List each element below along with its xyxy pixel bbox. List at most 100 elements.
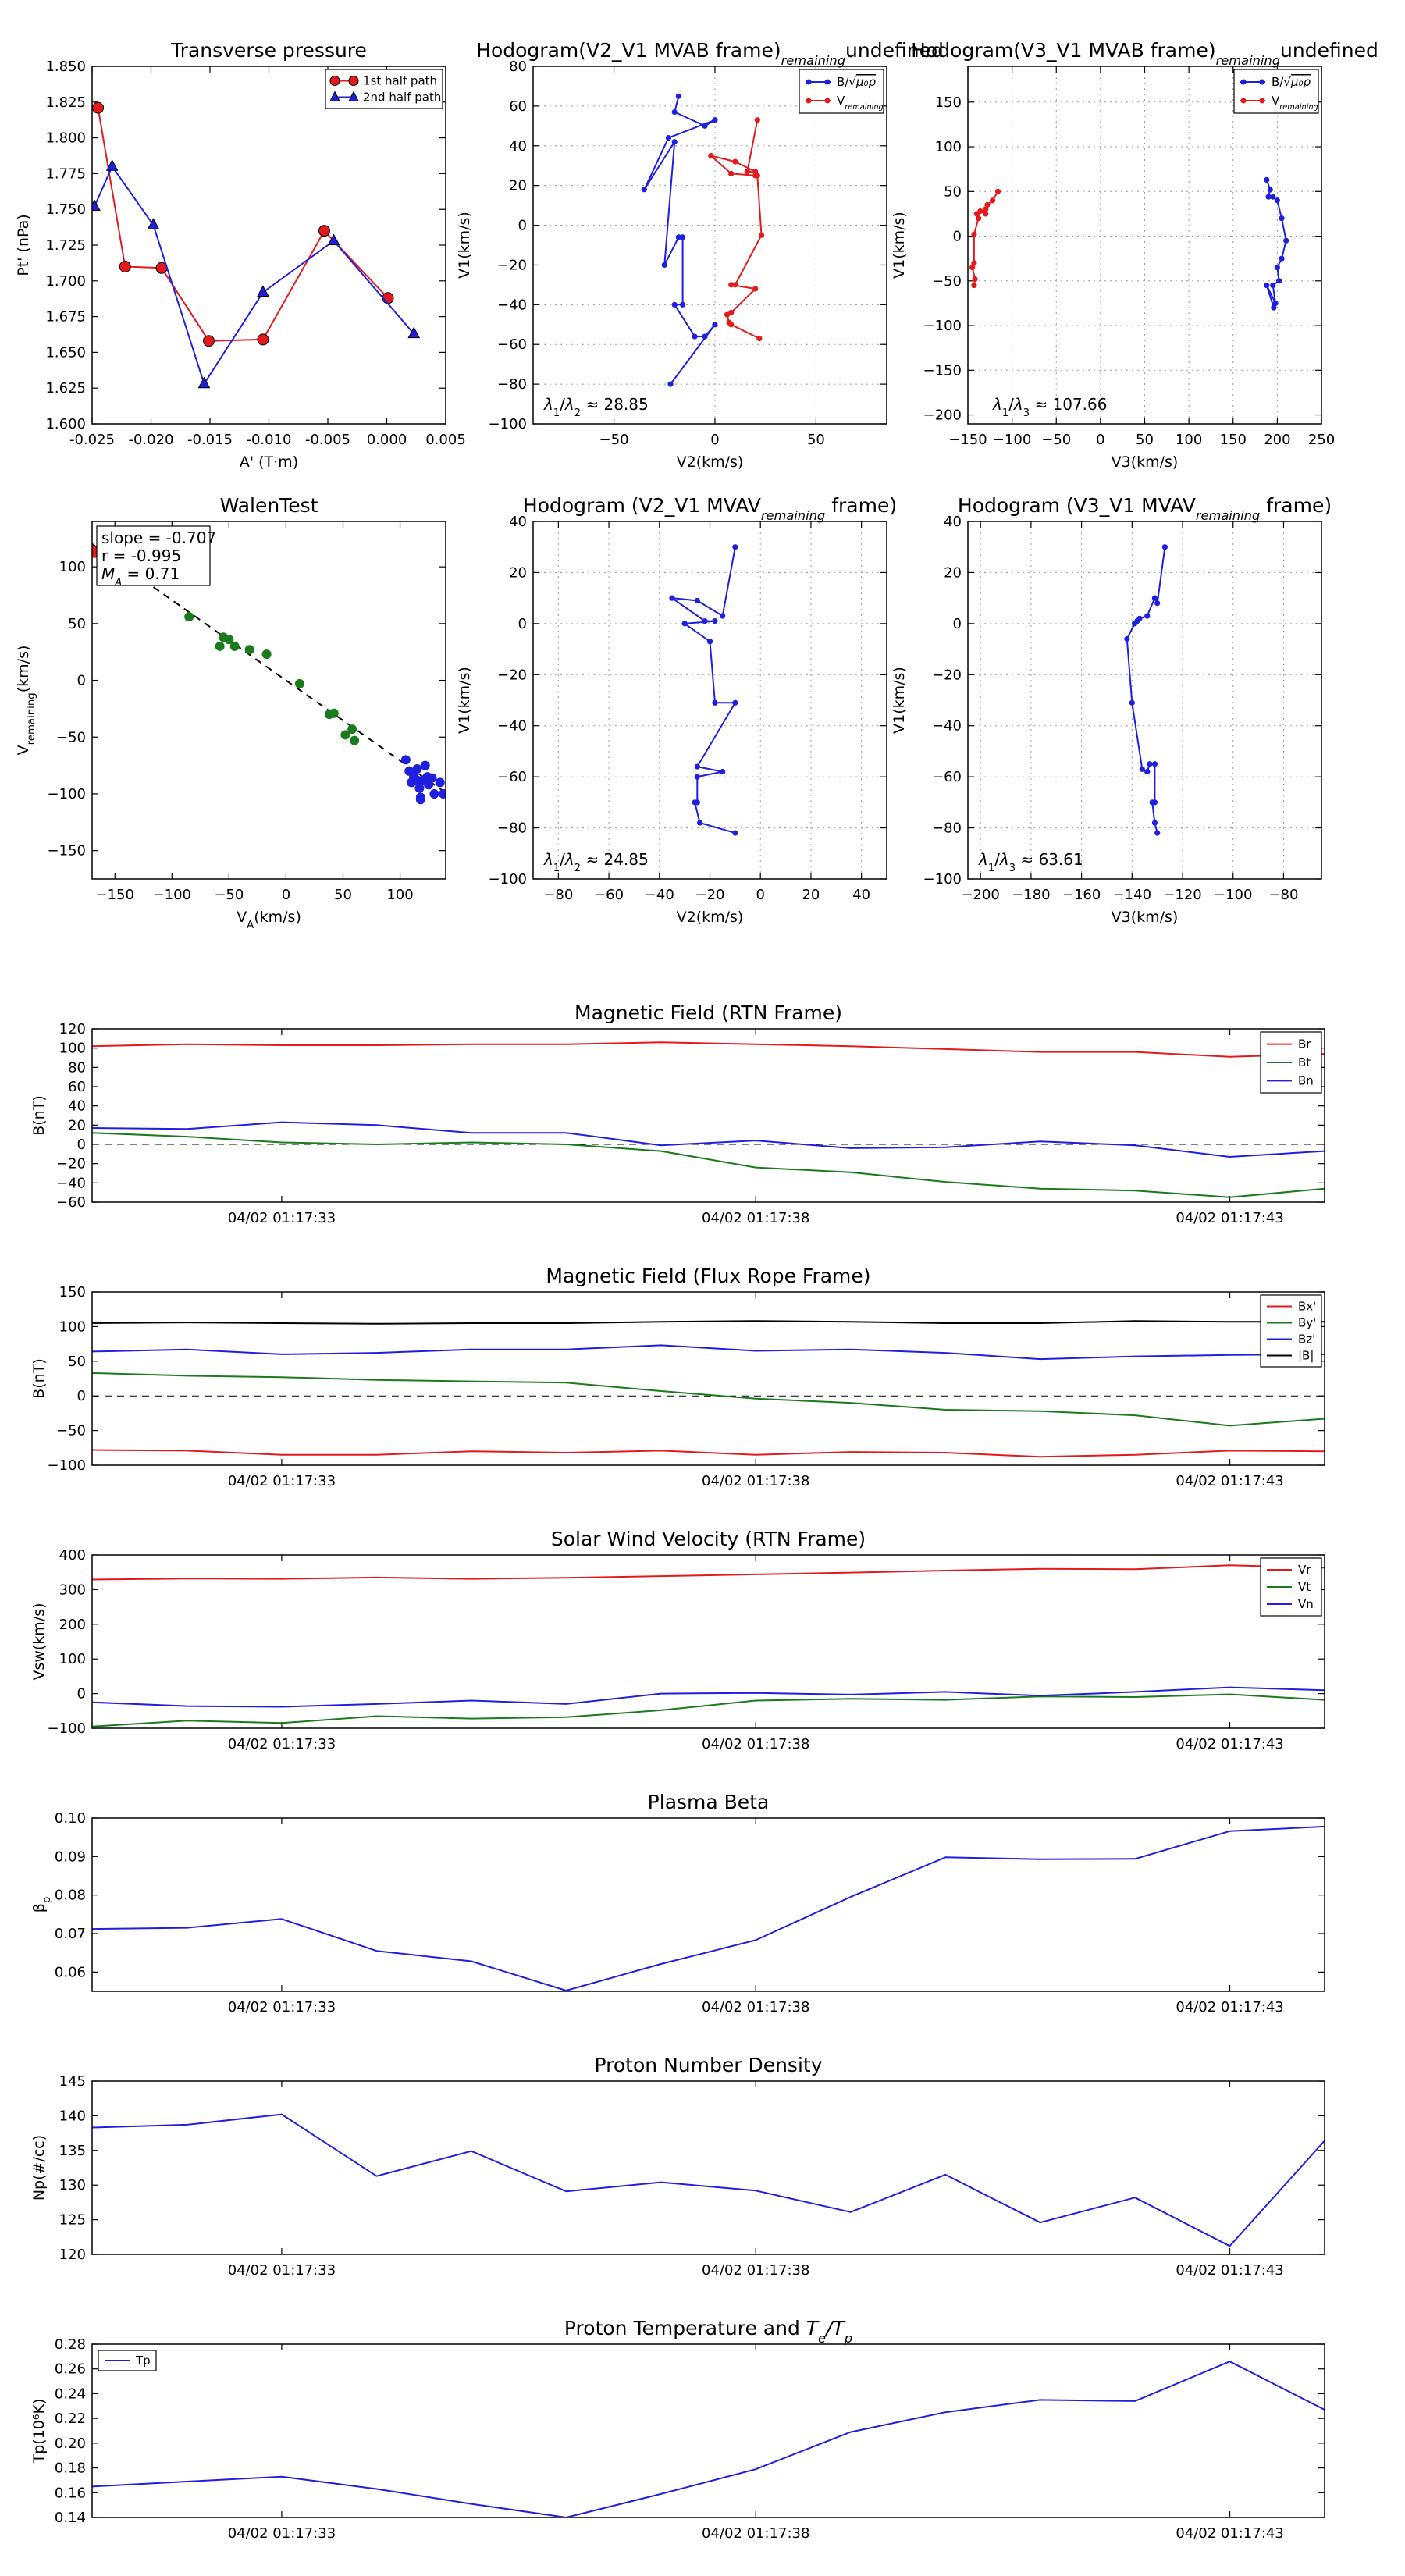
data-point [972,276,978,283]
plot-area [533,66,887,424]
y-tick-label: 1.775 [45,165,86,182]
eigenvalue-ratio-annotation: λ1/λ2 ≈ 28.85 [543,395,649,419]
x-tick-label: 100 [1176,432,1202,448]
data-point [439,788,446,799]
data-point [1279,215,1285,222]
y-tick-label: 20 [68,1117,86,1133]
data-point [202,335,215,347]
data-point [1274,197,1280,204]
chart-title: Magnetic Field (Flux Rope Frame) [546,1265,870,1287]
y-tick-label: −80 [497,376,527,393]
x-axis-label: V3(km/s) [1112,909,1179,926]
data-point [1151,820,1158,826]
data-point [661,262,667,269]
plot-area [92,66,446,424]
data-point [327,233,340,246]
x-tick-label: −100 [993,432,1031,448]
y-tick-label: −50 [932,273,962,290]
axes-frame [967,521,1322,880]
y-tick-label: 400 [59,1547,86,1564]
data-point [1274,265,1280,271]
y-axis-label: B(nT) [30,1095,48,1136]
y-tick-label: 40 [509,514,527,530]
legend-marker [1240,98,1247,104]
panel-transverse_pressure: -0.025 -0.020 -0.015 -0.010 -0.005 0.000 0.005… [15,39,466,471]
legend-marker [1240,79,1247,85]
y-tick-label: 60 [68,1079,86,1095]
legend-label: Vremaining [1272,94,1318,112]
y-tick-label: 50 [944,183,962,200]
axes-frame [91,2343,1325,2518]
data-point [971,231,977,237]
series-line-Vr [92,1564,1325,1581]
data-point [994,188,1001,194]
legend: Bx' By' Bz' |B| [1260,1294,1322,1368]
x-tick-label: -0.010 [246,432,291,448]
data-point [329,708,339,718]
x-tick-label: 0 [282,887,290,903]
y-tick-label: 1.675 [45,309,86,326]
data-point [1279,255,1285,262]
data-point [1151,595,1158,601]
y-axis-label: Vremaining(km/s) [15,646,37,756]
y-tick-label: 0 [953,616,962,632]
chart-title: Hodogram (V3_V1 MVAVremaining frame) [958,494,1332,523]
data-point [971,260,977,266]
data-point [350,735,360,745]
axes-frame [532,66,887,425]
x-tick-label: 04/02 01:17:38 [702,2262,809,2279]
chart-title: Hodogram (V2_V1 MVAVremaining frame) [523,494,897,523]
data-point [702,333,708,340]
y-tick-label: 1.825 [45,94,86,111]
plot-area [92,2081,1325,2254]
y-tick-label: 0.16 [55,2485,86,2501]
y-tick-label: 40 [68,1098,86,1115]
data-point [724,311,731,318]
data-point [1144,769,1151,775]
y-tick-label: 0 [77,673,86,689]
panel-magnetic_field_flux_rope: 04/02 01:17:33 04/02 01:17:38 04/02 01:17:… [30,1265,1325,1489]
plot-area [92,1292,1325,1465]
x-tick-label: 04/02 01:17:33 [228,2525,336,2542]
panel-magnetic_field_rtn: 04/02 01:17:33 04/02 01:17:38 04/02 01:17:… [30,1002,1325,1226]
y-tick-label: −80 [497,820,527,837]
data-point [712,117,718,123]
data-point [244,645,254,655]
series-line-Bz' [92,1344,1325,1361]
x-tick-label: 0 [1096,432,1104,448]
data-point [1149,799,1155,806]
x-tick-label: 250 [1308,432,1335,448]
plot-area [92,1555,1325,1728]
chart-title: Transverse pressure [170,39,367,62]
legend-marker [329,76,340,86]
data-point [429,788,439,799]
data-point [681,621,688,627]
legend-marker [806,79,812,85]
x-tick-label: −180 [1012,887,1050,903]
stats-text: MA = 0.71 [101,564,180,589]
data-point [728,170,735,176]
data-layer [92,1564,1325,1727]
y-tick-label: 0 [77,1137,86,1153]
legend-label: |B| [1298,1349,1314,1363]
x-tick-label: −40 [645,887,674,903]
data-point [92,101,105,114]
series-line-Bx' [92,1449,1325,1458]
x-tick-label: −80 [543,887,573,903]
data-point [706,639,713,645]
data-point [671,139,678,145]
y-tick-label: −40 [497,718,527,735]
y-tick-label: 0.22 [55,2411,86,2427]
series-line-Bn [92,1121,1325,1158]
data-layer [92,1041,1325,1198]
y-tick-label: 0.07 [55,1926,86,1942]
legend: 1st half path 2nd half path [325,69,443,109]
y-axis-label: V1(km/s) [891,667,908,734]
chart-title: Magnetic Field (RTN Frame) [574,1002,842,1024]
data-point [1264,176,1270,183]
y-tick-label: 150 [935,94,962,111]
legend-label: Vremaining [837,94,884,112]
y-axis-label: Vsw(km/s) [30,1603,48,1680]
legend-marker [824,79,831,85]
y-tick-label: 1.700 [45,273,86,290]
